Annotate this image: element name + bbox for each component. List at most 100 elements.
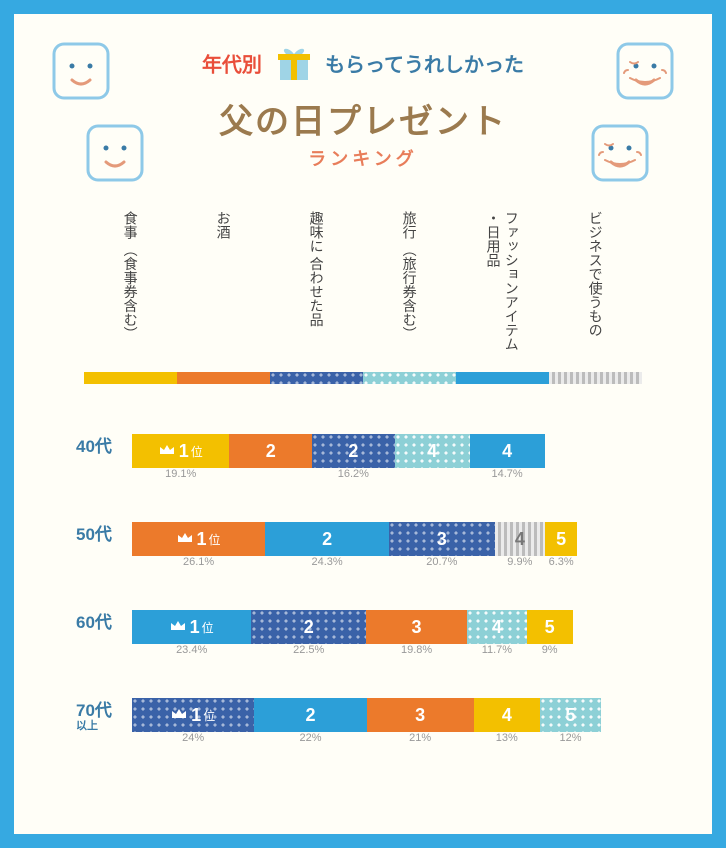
- row-label: 50代: [76, 526, 126, 543]
- rank-number: 2: [305, 705, 315, 726]
- pct-label: 26.1%: [132, 556, 265, 568]
- legend-swatch: [363, 372, 456, 384]
- bar-segment: 5: [545, 522, 577, 556]
- pct-label: 19.8%: [366, 644, 467, 656]
- bar-segment: 1位: [132, 522, 265, 556]
- legend-item: 旅行 （旅行券含む）: [363, 211, 456, 384]
- face-icon: [614, 40, 676, 102]
- face-icon: [589, 122, 651, 184]
- pct-label: 12%: [540, 732, 601, 744]
- bar-segment: 1位: [132, 434, 229, 468]
- rank-number: 2: [304, 617, 314, 638]
- rank-suffix: 位: [202, 619, 214, 636]
- rank-number: 4: [427, 441, 437, 462]
- bar-segment: 4: [495, 522, 545, 556]
- bar-segment: 2: [265, 522, 389, 556]
- bar-segment: 1位: [132, 698, 254, 732]
- crown-icon: [171, 705, 187, 726]
- legend-item: お酒: [177, 211, 270, 384]
- row-label: 70代以上: [76, 702, 126, 732]
- legend-label: 趣味に 合わせた品: [307, 211, 325, 361]
- rank-number: 3: [415, 705, 425, 726]
- bar-segment: 2: [251, 610, 366, 644]
- pct-row: 19.1% 16.2% 14.7%: [132, 468, 642, 480]
- rank-number: 1: [179, 441, 189, 462]
- legend-label: ビジネスで使うもの: [586, 211, 604, 361]
- bar-segment: 2: [229, 434, 312, 468]
- legend-swatch: [456, 372, 549, 384]
- legend-item: 趣味に 合わせた品: [270, 211, 363, 384]
- legend-label: 旅行 （旅行券含む）: [400, 211, 418, 361]
- crown-icon: [159, 441, 175, 462]
- pct-label: 6.3%: [545, 556, 577, 568]
- pct-label: 23.4%: [132, 644, 251, 656]
- pct-label: 16.2%: [312, 468, 395, 480]
- legend-label: お酒: [214, 211, 232, 361]
- bar-segment: 2: [254, 698, 366, 732]
- chart-rows: 40代1位224419.1%16.2%14.7%50代1位234526.1%24…: [54, 434, 672, 744]
- legend-item: ファッションアイテム ・日用品: [456, 211, 549, 384]
- bar-segment: 2: [312, 434, 395, 468]
- rank-number: 5: [545, 617, 555, 638]
- pct-label: 24%: [132, 732, 254, 744]
- pct-label: 11.7%: [467, 644, 527, 656]
- crown-icon: [177, 529, 193, 550]
- bar: 1位 2 3 4 5: [132, 610, 642, 644]
- rank-suffix: 位: [191, 443, 203, 460]
- gift-icon: [274, 44, 314, 88]
- frame: 年代別 もらってうれしかった 父の日プレゼント ランキング: [0, 0, 726, 848]
- chart-row: 50代1位234526.1%24.3%20.7%9.9%6.3%: [84, 522, 642, 568]
- pct-label: 19.1%: [132, 468, 229, 480]
- rank-number: 3: [437, 529, 447, 550]
- pct-row: 24%22%21%13%12%: [132, 732, 642, 744]
- pct-label: 13%: [474, 732, 540, 744]
- rank-number: 2: [322, 529, 332, 550]
- row-label: 40代: [76, 438, 126, 455]
- bar-segment: 4: [474, 698, 540, 732]
- rank-number: 4: [492, 617, 502, 638]
- legend-item: ビジネスで使うもの: [549, 211, 642, 384]
- pct-row: 23.4%22.5%19.8%11.7%9%: [132, 644, 642, 656]
- pct-label: 9.9%: [495, 556, 545, 568]
- bar: 1位 2 3 4 5: [132, 522, 642, 556]
- chart-row: 60代1位234523.4%22.5%19.8%11.7%9%: [84, 610, 642, 656]
- face-icon: [50, 40, 112, 102]
- legend-swatch: [177, 372, 270, 384]
- title-part-b: もらってうれしかった: [325, 54, 524, 76]
- row-label: 60代: [76, 614, 126, 631]
- legend-swatch: [270, 372, 363, 384]
- legend-label: ファッションアイテム ・日用品: [484, 211, 520, 361]
- pct-label: 9%: [527, 644, 573, 656]
- rank-number: 1: [197, 529, 207, 550]
- bar-segment: 5: [540, 698, 601, 732]
- chart-row: 40代1位224419.1%16.2%14.7%: [84, 434, 642, 480]
- rank-number: 5: [566, 705, 576, 726]
- face-icon: [84, 122, 146, 184]
- bar-segment: 3: [389, 522, 495, 556]
- pct-label: 20.7%: [389, 556, 495, 568]
- pct-label: 14.7%: [470, 468, 545, 480]
- rank-suffix: 位: [209, 531, 221, 548]
- legend-swatch: [84, 372, 177, 384]
- bar-segment: 4: [470, 434, 545, 468]
- rank-suffix: 位: [203, 707, 215, 724]
- pct-label: [229, 468, 312, 480]
- title-part-a: 年代別: [202, 54, 262, 76]
- legend: 食事 （食事券含む） お酒 趣味に 合わせた品 旅行 （旅行券含む） ファッションアイテ…: [84, 211, 642, 384]
- legend-label: 食事 （食事券含む）: [121, 211, 139, 361]
- title-line-2: 父の日プレゼント: [54, 94, 672, 143]
- inner-panel: 年代別 もらってうれしかった 父の日プレゼント ランキング: [14, 14, 712, 834]
- rank-number: 5: [556, 529, 566, 550]
- crown-icon: [170, 617, 186, 638]
- rank-number: 3: [412, 617, 422, 638]
- rank-number: 4: [515, 529, 525, 550]
- chart-row: 70代以上1位234524%22%21%13%12%: [84, 698, 642, 744]
- bar-segment: 3: [366, 610, 467, 644]
- bar: 1位2244: [132, 434, 642, 468]
- rank-number: 4: [502, 441, 512, 462]
- pct-label: 21%: [367, 732, 474, 744]
- header: 年代別 もらってうれしかった 父の日プレゼント ランキング: [54, 44, 672, 171]
- bar-segment: 5: [527, 610, 573, 644]
- legend-swatch: [549, 372, 642, 384]
- rank-number: 1: [190, 617, 200, 638]
